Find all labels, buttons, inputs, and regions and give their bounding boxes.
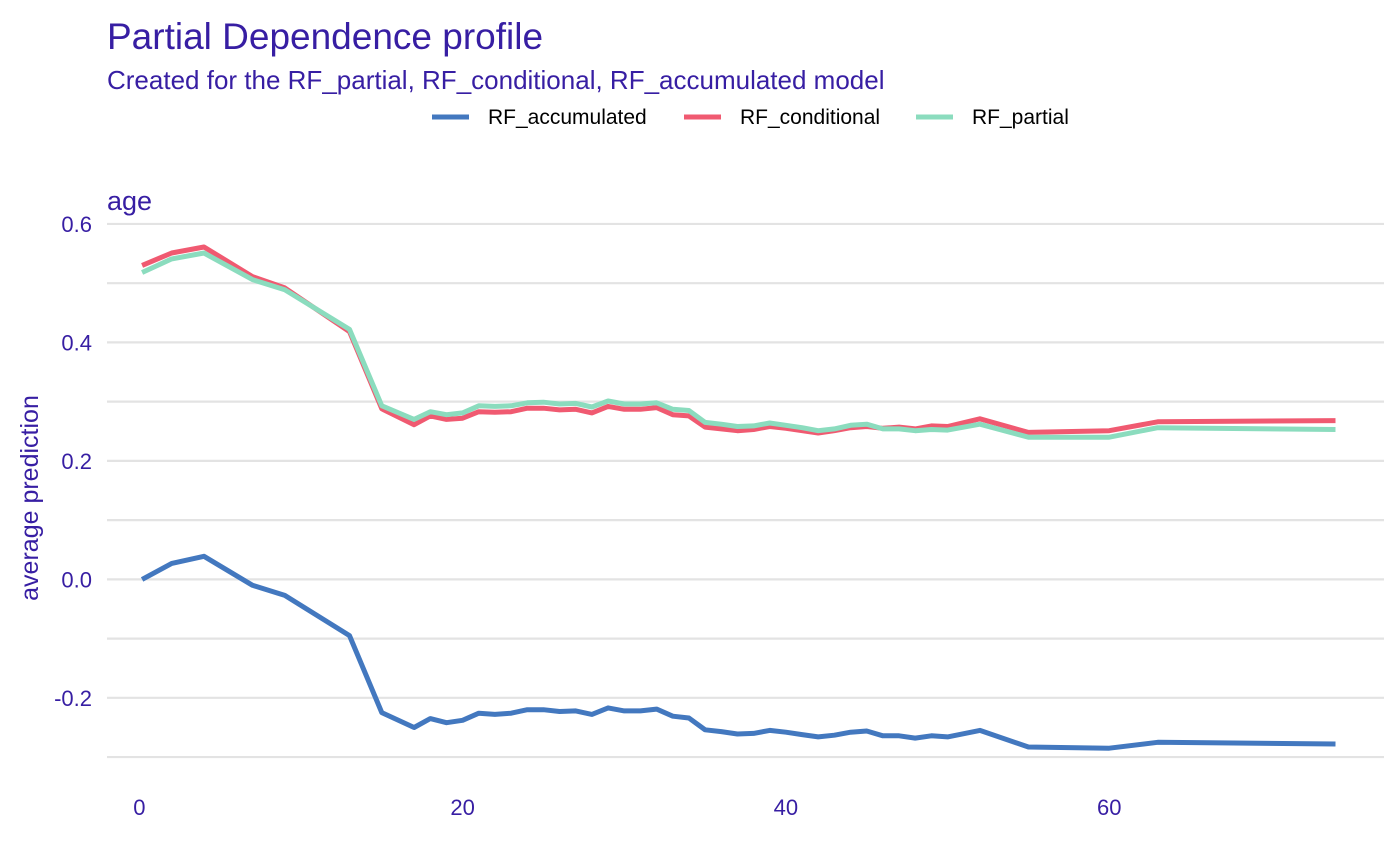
x-axis-ticks: 0 20 40 60 (133, 795, 1121, 820)
x-tick-label: 60 (1097, 795, 1121, 820)
legend-label-rf-accumulated: RF_accumulated (488, 106, 647, 129)
y-tick-label: 0.4 (61, 330, 92, 355)
chart-subtitle: Created for the RF_partial, RF_condition… (107, 65, 885, 95)
x-tick-label: 40 (774, 795, 798, 820)
y-tick-label: 0.2 (61, 449, 92, 474)
panel-label: age (107, 186, 152, 216)
x-tick-label: 0 (133, 795, 145, 820)
x-tick-label: 20 (450, 795, 474, 820)
y-tick-label: 0.6 (61, 212, 92, 237)
legend-label-rf-partial: RF_partial (972, 106, 1069, 129)
y-tick-label: 0.0 (61, 567, 92, 592)
y-axis-label: average prediction (16, 395, 44, 601)
chart-legend: RF_accumulated RF_conditional RF_partial (432, 106, 1069, 129)
legend-label-rf-conditional: RF_conditional (740, 106, 880, 129)
series-line-rf-accumulated (140, 553, 1336, 751)
series-line-rf-partial (141, 250, 1336, 440)
chart-gridlines (107, 222, 1384, 759)
chart-series (140, 244, 1336, 751)
y-axis-ticks: -0.2 0.0 0.2 0.4 0.6 (54, 212, 92, 711)
y-tick-label: -0.2 (54, 686, 92, 711)
series-line-rf-conditional (141, 244, 1336, 436)
chart-title: Partial Dependence profile (107, 16, 543, 57)
